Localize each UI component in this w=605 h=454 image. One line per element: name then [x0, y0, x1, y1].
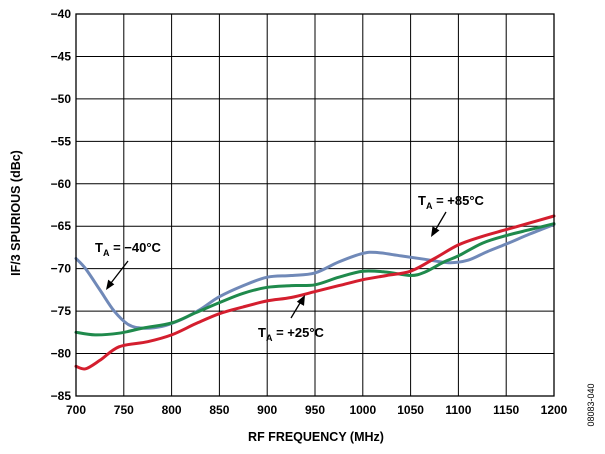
- x-tick-label: 1050: [397, 403, 424, 417]
- y-tick-label: −65: [51, 219, 72, 233]
- series-line-plus25c: [74, 222, 556, 337]
- x-tick-labels: 700 750 800 850 900 950 1000 1050 1100 1150 1200: [66, 403, 568, 417]
- x-tick-label: 1150: [493, 403, 519, 417]
- y-tick-label: −75: [51, 304, 72, 318]
- annotation-plus85-rest: = +85°C: [432, 193, 484, 208]
- x-tick-label: 750: [114, 403, 134, 417]
- annotation-plus25-sub: A: [266, 333, 273, 343]
- annotation-plus25-rest: = +25°C: [272, 325, 324, 340]
- x-tick-label: 700: [66, 403, 86, 417]
- x-tick-label: 950: [305, 403, 325, 417]
- annotation-arrow-plus85: [431, 211, 447, 237]
- x-tick-label: 900: [257, 403, 277, 417]
- x-tick-label: 1100: [445, 403, 471, 417]
- y-tick-label: −40: [51, 7, 72, 21]
- series-lines: [74, 214, 556, 371]
- y-tick-label: −80: [51, 347, 72, 361]
- annotation-arrow-minus40: [106, 260, 129, 290]
- annotation-minus40-sub: A: [103, 248, 110, 258]
- annotation-plus25-main: T: [258, 325, 266, 340]
- x-tick-label: 1000: [349, 403, 376, 417]
- x-tick-label: 1200: [541, 403, 568, 417]
- y-tick-label: −85: [51, 389, 72, 403]
- y-tick-label: −55: [51, 134, 72, 148]
- x-tick-label: 800: [162, 403, 182, 417]
- annotation-plus85: TA = +85°C: [418, 193, 485, 211]
- x-tick-label: 850: [209, 403, 229, 417]
- x-axis-label: RF FREQUENCY (MHz): [248, 430, 384, 444]
- y-tick-label: −45: [51, 49, 72, 63]
- annotation-minus40-main: T: [95, 240, 103, 255]
- annotation-plus25: TA = +25°C: [258, 325, 325, 343]
- annotation-plus85-sub: A: [426, 201, 433, 211]
- annotation-plus85-main: T: [418, 193, 426, 208]
- annotation-minus40-rest: = −40°C: [109, 240, 161, 255]
- series-line-minus40c: [74, 223, 556, 330]
- y-tick-label: −70: [51, 262, 72, 276]
- y-tick-labels: −40 −45 −50 −55 −60 −65 −70 −75 −80 −85: [51, 7, 72, 403]
- annotation-arrow-plus25: [290, 295, 305, 319]
- figure-id: 08083-040: [586, 383, 596, 426]
- plot-frame: [75, 13, 555, 397]
- series-line-plus85c: [74, 214, 556, 371]
- annotation-minus40: TA = −40°C: [95, 240, 162, 258]
- y-tick-label: −60: [51, 177, 72, 191]
- y-axis-label: IF/3 SPURIOUS (dBc): [9, 150, 23, 276]
- y-tick-label: −50: [51, 92, 72, 106]
